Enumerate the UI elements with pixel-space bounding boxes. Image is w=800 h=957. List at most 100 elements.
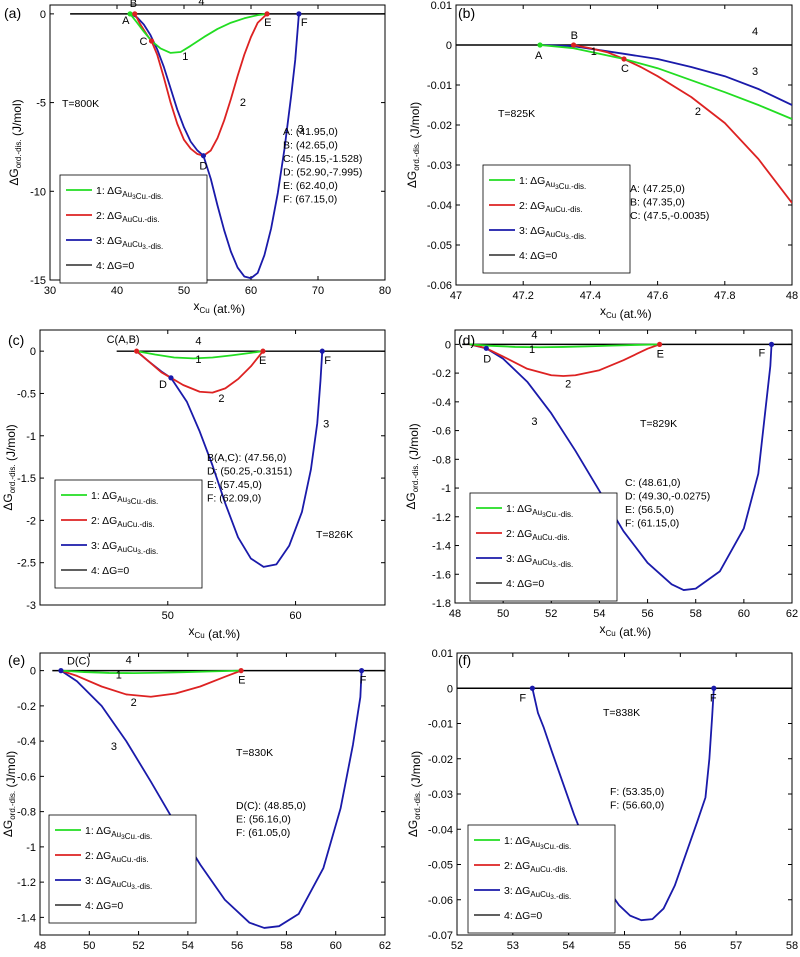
y-tick-label: 0 — [30, 666, 36, 678]
x-axis-title: xCu (at.%) — [601, 954, 653, 957]
y-tick-label: -1 — [26, 842, 36, 854]
series-line-1 — [136, 350, 264, 360]
annotation-line: C: (45.15,-1.528) — [283, 153, 362, 165]
y-tick-label: -10 — [30, 186, 46, 198]
legend: 1: ΔGAu3Cu.-dis. 2: ΔGAuCu.-dis. 3: ΔGAuCu… — [54, 479, 203, 589]
y-axis-title: ΔGord.-dis. (J/mol) — [405, 102, 422, 188]
y-tick-label: 0.01 — [431, 0, 452, 12]
point-label: A — [535, 50, 543, 62]
point-marker — [127, 11, 133, 17]
series-line-3 — [60, 669, 363, 929]
x-tick-label: 52 — [451, 940, 463, 952]
curve-label: 1 — [529, 344, 535, 356]
y-axis-title: ΔGord.-dis. (J/mol) — [7, 99, 24, 185]
x-tick-label: 55 — [618, 940, 630, 952]
point-marker — [319, 348, 325, 354]
series-line-3 — [469, 343, 773, 591]
curve-label: 3 — [531, 416, 537, 428]
panel-letter: (c) — [8, 332, 24, 348]
x-tick-label: 60 — [245, 285, 257, 297]
y-tick-label: -0.2 — [432, 368, 451, 380]
y-axis-title: ΔGord.-dis. (J/mol) — [1, 751, 18, 837]
curve-label: 4 — [198, 0, 204, 8]
point-label: F — [360, 675, 367, 687]
series-line-1 — [469, 343, 660, 349]
x-tick-label: 80 — [379, 285, 391, 297]
y-tick-label: -0.2 — [17, 701, 36, 713]
point-marker — [200, 153, 207, 159]
x-tick-label: 52 — [545, 608, 557, 620]
y-tick-label: -0.07 — [428, 930, 453, 942]
y-tick-label: -0.8 — [17, 807, 36, 819]
temperature-label: T=800K — [62, 98, 99, 110]
point-marker — [711, 685, 717, 691]
x-tick-label: 54 — [182, 940, 194, 952]
curve-label: 1 — [195, 354, 201, 366]
point-label: C(A,B) — [107, 334, 140, 346]
point-label: F — [519, 692, 526, 704]
annotation-line: F: (56.60,0) — [610, 800, 664, 812]
y-tick-label: -1.6 — [432, 569, 451, 581]
curve-label: 2 — [695, 106, 701, 118]
legend-entry: 2: ΔGAuCu.-dis. — [96, 210, 160, 224]
point-label: D — [483, 353, 491, 365]
point-marker — [148, 38, 155, 44]
chart-panel-e: 48 50 52 54 56 58 60 62 0 -0.2 -0.4 -0.6 -0.8 -1 -1.2 -… — [1, 652, 391, 957]
annotation-line: B: (42.65,0) — [283, 140, 338, 152]
y-tick-label: -0.5 — [17, 388, 36, 400]
annotation-line: C: (47.5,-0.0035) — [630, 210, 709, 222]
x-tick-label: 47.6 — [647, 290, 668, 302]
series-line-1 — [539, 44, 792, 120]
x-tick-label: 48 — [34, 940, 46, 952]
curve-label: 2 — [240, 97, 246, 109]
x-tick-label: 53 — [507, 940, 519, 952]
annotation-line: D: (50.25,-0.3151) — [207, 466, 292, 478]
panel-letter: (d) — [458, 332, 475, 348]
legend-entry: 4: ΔG=0 — [91, 565, 129, 577]
curve-label: 4 — [195, 335, 201, 347]
legend-entry: 4: ΔG=0 — [85, 900, 123, 912]
point-marker — [132, 11, 138, 17]
annotation-line: A: (47.25,0) — [630, 183, 685, 195]
x-tick-label: 52 — [132, 940, 144, 952]
point-marker — [238, 668, 244, 674]
y-tick-label: -0.6 — [17, 771, 36, 783]
y-tick-label: -0.06 — [427, 280, 452, 292]
y-tick-label: -0.03 — [428, 789, 453, 801]
point-marker — [168, 375, 174, 381]
x-tick-label: 40 — [111, 285, 123, 297]
x-tick-label: 30 — [44, 285, 56, 297]
series-line-1 — [60, 669, 242, 674]
series-line-3 — [531, 688, 715, 922]
x-tick-label: 48 — [449, 608, 461, 620]
x-tick-label: 62 — [379, 940, 391, 952]
y-tick-label: -0.4 — [432, 397, 451, 409]
annotation-line: B: (47.35,0) — [630, 197, 685, 209]
legend-entry: 3: ΔGAuCu3.-dis. — [519, 225, 586, 241]
y-tick-label: -1.5 — [17, 473, 36, 485]
y-tick-label: -0.8 — [432, 454, 451, 466]
legend-entry: 1: ΔGAu3Cu.-dis. — [504, 835, 571, 851]
legend-entry: 1: ΔGAu3Cu.-dis. — [91, 490, 158, 506]
annotation-line: F: (62.09,0) — [207, 493, 261, 505]
y-tick-label: 0.01 — [432, 648, 453, 660]
y-tick-label: -1.8 — [432, 598, 451, 610]
annotation-line: E: (56.16,0) — [236, 814, 291, 826]
x-axis-title: xCu (at.%) — [189, 624, 241, 641]
point-marker — [296, 11, 302, 17]
point-marker — [134, 348, 140, 354]
legend: 1: ΔGAu3Cu.-dis. 2: ΔGAuCu.-dis. 3: ΔGAuCu… — [469, 492, 618, 602]
curve-label: 4 — [752, 26, 758, 38]
curve-label: 4 — [531, 330, 537, 342]
temperature-label: T=826K — [316, 529, 353, 541]
series-line-3 — [129, 13, 300, 280]
x-tick-label: 58 — [786, 940, 798, 952]
y-axis-title: ΔGord.-dis. (J/mol) — [404, 423, 421, 509]
legend-entry: 3: ΔGAuCu3.-dis. — [506, 553, 573, 569]
legend-entry: 1: ΔGAu3Cu.-dis. — [85, 825, 152, 841]
curve-label: 4 — [126, 655, 132, 667]
y-tick-label: 0 — [30, 346, 36, 358]
x-tick-label: 56 — [674, 940, 686, 952]
point-label: E — [657, 348, 664, 360]
y-tick-label: -1 — [441, 483, 451, 495]
